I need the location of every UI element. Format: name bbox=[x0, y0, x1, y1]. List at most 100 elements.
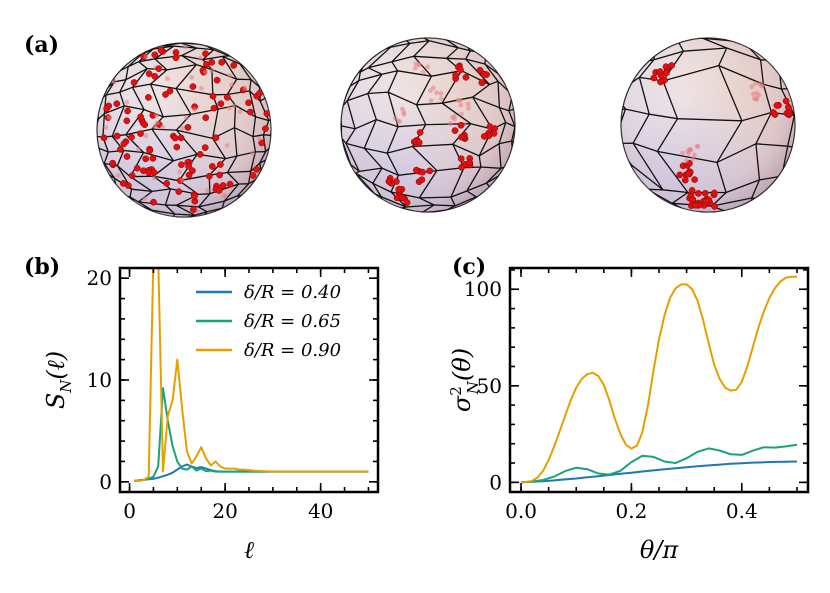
legend: δ/R = 0.40 δ/R = 0.65 δ/R = 0.90 bbox=[196, 282, 341, 361]
voronoi-edge bbox=[97, 54, 105, 71]
voronoi-edge bbox=[478, 38, 500, 54]
particle-back bbox=[457, 98, 463, 103]
voronoi-edge bbox=[511, 140, 515, 165]
voronoi-edge bbox=[99, 202, 120, 217]
x-tick-label: 0.2 bbox=[616, 499, 648, 523]
particle bbox=[403, 199, 411, 206]
voronoi-edge bbox=[583, 44, 613, 73]
y-tick-label: 50 bbox=[477, 374, 502, 398]
voronoi-edge bbox=[638, 50, 684, 78]
particle bbox=[650, 74, 658, 82]
voronoi-edge bbox=[386, 145, 413, 176]
series-line-0.65 bbox=[134, 387, 369, 482]
particle-back bbox=[448, 121, 453, 126]
voronoi-edge bbox=[498, 106, 510, 123]
particle-back bbox=[760, 83, 765, 89]
voronoi-edge bbox=[268, 68, 271, 87]
particle bbox=[457, 155, 465, 163]
particle bbox=[184, 124, 192, 131]
voronoi-edge bbox=[346, 73, 383, 102]
voronoi-edge bbox=[125, 61, 140, 80]
particle bbox=[462, 73, 470, 81]
voronoi-edge bbox=[151, 128, 177, 162]
particle bbox=[123, 153, 131, 160]
particle-back bbox=[209, 68, 215, 73]
particle bbox=[213, 76, 221, 84]
voronoi-edge bbox=[382, 207, 403, 212]
voronoi-edge bbox=[484, 63, 499, 82]
voronoi-edge bbox=[345, 119, 377, 144]
particle bbox=[773, 102, 781, 109]
voronoi-edge bbox=[325, 172, 340, 197]
voronoi-edge bbox=[116, 149, 144, 166]
voronoi-edge bbox=[355, 172, 376, 195]
voronoi-edge bbox=[82, 101, 94, 118]
voronoi-edge bbox=[662, 64, 719, 119]
particle-back bbox=[434, 90, 439, 96]
particle bbox=[691, 176, 698, 183]
particle bbox=[151, 73, 159, 80]
particle bbox=[177, 134, 185, 142]
voronoi-edge bbox=[98, 193, 117, 204]
particle bbox=[119, 180, 127, 187]
particle-back bbox=[155, 120, 160, 126]
particle bbox=[657, 78, 664, 86]
particle bbox=[415, 139, 423, 146]
x-tick-label: 20 bbox=[212, 499, 237, 523]
particle bbox=[418, 176, 426, 184]
particle-back bbox=[184, 115, 189, 121]
voronoi-edge bbox=[762, 83, 782, 113]
particle bbox=[219, 182, 227, 189]
particle-back bbox=[227, 73, 233, 78]
particle-dots bbox=[650, 62, 793, 210]
legend-entry: δ/R = 0.65 bbox=[244, 311, 341, 332]
particle bbox=[137, 130, 144, 137]
voronoi-edge bbox=[466, 182, 487, 198]
voronoi-edge bbox=[472, 80, 499, 98]
voronoi-edge bbox=[341, 38, 344, 55]
voronoi-edge bbox=[246, 43, 270, 61]
voronoi-edge bbox=[116, 193, 131, 208]
particle bbox=[191, 192, 198, 200]
particle bbox=[103, 105, 110, 113]
legend-entry: δ/R = 0.40 bbox=[244, 282, 341, 303]
particle bbox=[146, 147, 154, 155]
particle-back bbox=[135, 146, 141, 152]
sphere-delta-0.40 bbox=[82, 42, 272, 218]
particle-back bbox=[690, 156, 696, 162]
particle bbox=[203, 60, 210, 68]
voronoi-edge bbox=[266, 158, 271, 180]
particle-back bbox=[165, 76, 170, 82]
particle-back bbox=[179, 125, 185, 131]
panel-label-b: (b) bbox=[24, 254, 60, 280]
voronoi-edge bbox=[164, 204, 177, 215]
voronoi-edge bbox=[511, 125, 515, 142]
voronoi-edge bbox=[97, 117, 99, 134]
voronoi-edge bbox=[252, 116, 269, 137]
chart-number-variance: 0.0 0.2 0.4 0 50 100 θ/π σ2N(θ) bbox=[447, 266, 810, 564]
voronoi-edge bbox=[498, 140, 512, 169]
series-line-0.90 bbox=[134, 268, 369, 482]
voronoi-edge bbox=[175, 129, 213, 155]
y-tick-label: 100 bbox=[464, 277, 502, 301]
voronoi-edge bbox=[621, 108, 650, 144]
particle-back bbox=[203, 69, 209, 75]
particle bbox=[209, 92, 217, 100]
y-tick-label: 0 bbox=[99, 470, 112, 494]
particle-back bbox=[229, 82, 234, 88]
particle bbox=[155, 65, 163, 73]
particle-back bbox=[257, 136, 262, 142]
panel-label-c: (c) bbox=[452, 254, 486, 280]
particle bbox=[109, 159, 117, 167]
voronoi-edge bbox=[268, 188, 271, 210]
voronoi-edge bbox=[341, 159, 351, 182]
particle bbox=[691, 201, 699, 209]
particle bbox=[212, 134, 220, 142]
voronoi-edge bbox=[197, 207, 223, 217]
voronoi-edge bbox=[391, 55, 414, 72]
voronoi-edge bbox=[598, 141, 613, 161]
voronoi-edge bbox=[208, 155, 238, 176]
particle bbox=[145, 94, 152, 101]
particle-back bbox=[438, 91, 444, 96]
voronoi-edge bbox=[346, 92, 369, 129]
